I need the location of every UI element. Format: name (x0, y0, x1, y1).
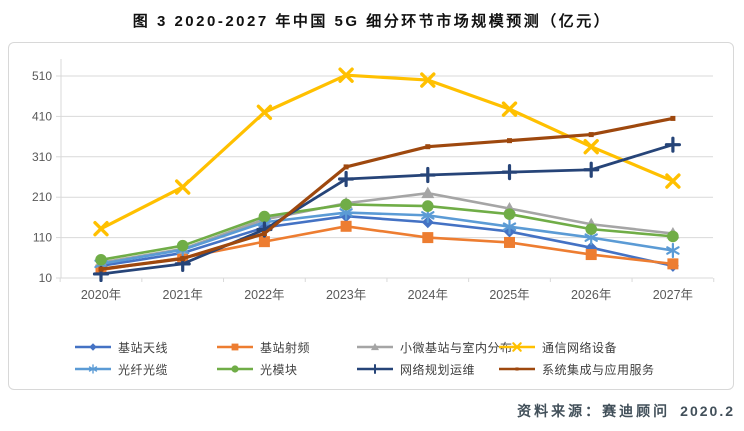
y-axis: 10 110 210 310 410 510 (32, 59, 62, 285)
series-3 (93, 67, 681, 237)
legend-item-3: 通信网络设备 (498, 340, 618, 355)
source-date: 2020.2 (680, 403, 735, 419)
triangle-legend-marker-icon (357, 342, 393, 351)
square-legend-marker-icon (217, 343, 253, 351)
x-tick-label: 2025年 (489, 288, 529, 302)
legend-item-1: 基站射频 (216, 340, 311, 355)
legend-label: 基站射频 (260, 340, 311, 355)
source-label: 资料来源： (517, 403, 603, 419)
legend-label: 光纤光缆 (118, 362, 169, 377)
legend-label: 基站天线 (118, 340, 169, 355)
y-tick-label: 410 (32, 109, 52, 123)
x-axis: 2020年 2021年 2022年 2023年 2024年 2025年 2026年 2027年 (59, 278, 715, 302)
square-small-legend-marker-icon (499, 367, 535, 371)
series-5 (95, 198, 679, 266)
chart-title: 图 3 2020-2027 年中国 5G 细分环节市场规模预测（亿元） (132, 13, 612, 30)
legend-label: 光模块 (260, 362, 298, 377)
x-tick-label: 2023年 (326, 288, 366, 302)
series-6 (92, 136, 681, 283)
x-tick-label: 2027年 (653, 288, 693, 302)
legend-item-2: 小微基站与室内分布 (356, 340, 513, 355)
source-org: 赛迪顾问 (602, 403, 671, 419)
y-tick-label: 210 (32, 190, 52, 204)
x-tick-label: 2020年 (81, 288, 121, 302)
x-tick-label: 2022年 (244, 288, 284, 302)
legend-item-7: 系统集成与应用服务 (498, 362, 655, 377)
legend-label: 小微基站与室内分布 (400, 340, 513, 355)
circle-legend-marker-icon (217, 365, 253, 373)
y-tick-label: 110 (33, 231, 52, 245)
legend-label: 系统集成与应用服务 (542, 362, 655, 377)
asterisk-legend-marker-icon (75, 364, 111, 374)
legend-item-5: 光模块 (216, 362, 298, 377)
plus-legend-marker-icon (357, 363, 393, 375)
y-tick-label: 510 (32, 69, 52, 83)
y-tick-label: 310 (32, 150, 52, 164)
legend-item-6: 网络规划运维 (356, 362, 476, 377)
legend-item-0: 基站天线 (74, 340, 169, 355)
source-note: 资料来源：赛迪顾问 2020.2 (517, 401, 735, 421)
x-tick-label: 2026年 (571, 288, 611, 302)
x-tick-label: 2024年 (408, 288, 448, 302)
legend-item-4: 光纤光缆 (74, 362, 169, 377)
y-tick-label: 10 (39, 271, 53, 285)
diamond-legend-marker-icon (75, 343, 111, 351)
legend-label: 网络规划运维 (400, 362, 476, 377)
legend-label: 通信网络设备 (542, 340, 618, 355)
x-legend-marker-icon (499, 342, 535, 352)
series-7 (98, 115, 676, 272)
x-tick-label: 2021年 (163, 288, 203, 302)
